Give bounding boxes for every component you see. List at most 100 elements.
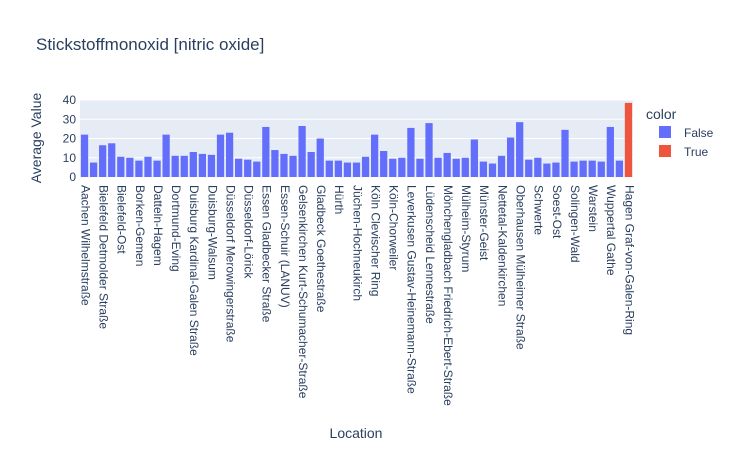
- x-tick-label: Duisburg-Walsum: [205, 185, 219, 280]
- bar[interactable]: [289, 155, 297, 177]
- x-tick-label: Datteln-Hagem: [151, 185, 165, 266]
- bar[interactable]: [325, 160, 333, 177]
- bar[interactable]: [117, 156, 125, 177]
- bar[interactable]: [552, 162, 560, 177]
- bar[interactable]: [525, 159, 533, 177]
- x-axis-ticks: Aachen Wilhelmstraße Bielefeld Detmolder …: [78, 185, 636, 406]
- legend-label: False: [684, 126, 714, 140]
- bar[interactable]: [99, 145, 107, 177]
- x-tick-label: Düsseldorf-Lörick: [242, 185, 256, 279]
- bar[interactable]: [216, 134, 225, 177]
- bar[interactable]: [461, 157, 469, 177]
- bar[interactable]: [479, 161, 488, 177]
- bar[interactable]: [588, 160, 596, 177]
- x-tick-label: Soest-Ost: [550, 185, 564, 239]
- x-tick-label: Oberhausen Mülheimer Straße: [514, 185, 528, 350]
- bar[interactable]: [534, 157, 542, 177]
- bar[interactable]: [506, 137, 515, 177]
- x-tick-label: Düsseldorf Merowingerstraße: [223, 185, 237, 343]
- y-axis-title: Average Value: [28, 93, 44, 184]
- legend-label: True: [684, 145, 709, 159]
- bar[interactable]: [108, 143, 116, 177]
- bar[interactable]: [316, 138, 324, 178]
- bar[interactable]: [352, 162, 361, 177]
- bar[interactable]: [597, 161, 605, 177]
- bar[interactable]: [624, 102, 633, 177]
- bar[interactable]: [343, 162, 352, 177]
- bar[interactable]: [235, 158, 243, 177]
- bar[interactable]: [470, 139, 478, 177]
- bar[interactable]: [126, 157, 134, 177]
- x-tick-label: Solingen-Wald: [568, 185, 582, 263]
- bar[interactable]: [606, 126, 614, 177]
- bar[interactable]: [207, 154, 216, 177]
- bar[interactable]: [80, 134, 89, 177]
- x-tick-label: Bielefeld-Ost: [115, 185, 129, 254]
- bar[interactable]: [180, 155, 188, 177]
- bar[interactable]: [389, 158, 397, 177]
- bar[interactable]: [244, 159, 252, 177]
- bars: [80, 102, 633, 178]
- x-tick-label: Mülheim-Styrum: [459, 185, 473, 272]
- bar[interactable]: [253, 161, 261, 177]
- x-tick-label: Warstein: [586, 185, 600, 232]
- bar[interactable]: [488, 163, 497, 177]
- bar[interactable]: [189, 151, 197, 177]
- bar[interactable]: [307, 151, 315, 177]
- bar[interactable]: [615, 160, 624, 177]
- x-tick-label: Lüdenscheid Lennestraße: [423, 185, 437, 324]
- bar[interactable]: [198, 153, 207, 177]
- bar[interactable]: [298, 125, 306, 177]
- x-tick-label: Duisburg Kardinal-Galen Straße: [187, 185, 201, 356]
- x-tick-label: Köln Clevischer Ring: [368, 185, 382, 296]
- y-tick-label: 30: [63, 112, 77, 126]
- bar[interactable]: [416, 158, 424, 177]
- bar[interactable]: [334, 160, 342, 177]
- x-tick-label: Gladbeck Goethestraße: [314, 185, 328, 313]
- bar[interactable]: [425, 123, 433, 177]
- bar[interactable]: [398, 157, 406, 177]
- x-tick-label: Gelsenkirchen Kurt-Schumacher-Straße: [296, 185, 310, 399]
- legend-title: color: [646, 106, 677, 122]
- bar[interactable]: [380, 151, 388, 177]
- x-tick-label: Köln-Chorweiler: [387, 185, 401, 270]
- y-tick-label: 20: [63, 132, 77, 146]
- bar[interactable]: [262, 126, 270, 177]
- bar[interactable]: [443, 152, 451, 177]
- chart-title: Stickstoffmonoxid [nitric oxide]: [36, 35, 264, 54]
- bar[interactable]: [452, 158, 460, 177]
- bar[interactable]: [144, 156, 152, 177]
- bar[interactable]: [89, 162, 98, 177]
- legend-swatch: [659, 145, 671, 157]
- bar[interactable]: [407, 127, 415, 177]
- x-tick-label: Leverkusen Gustav-Heinemann-Straße: [405, 185, 419, 394]
- bar[interactable]: [162, 134, 170, 177]
- bar[interactable]: [579, 160, 587, 177]
- x-tick-label: Schwerte: [532, 185, 546, 235]
- legend-item-false[interactable]: False: [659, 126, 714, 140]
- bar[interactable]: [271, 150, 279, 177]
- bar[interactable]: [543, 163, 551, 177]
- bar[interactable]: [153, 160, 161, 177]
- bar[interactable]: [280, 153, 288, 177]
- bar[interactable]: [570, 161, 578, 177]
- x-tick-label: Dortmund-Eving: [169, 185, 183, 272]
- y-tick-label: 40: [63, 93, 77, 107]
- bar[interactable]: [171, 155, 179, 177]
- bar[interactable]: [135, 160, 143, 177]
- bar[interactable]: [361, 156, 370, 177]
- legend: color False True: [646, 106, 714, 159]
- bar[interactable]: [561, 129, 569, 177]
- legend-item-true[interactable]: True: [659, 145, 709, 159]
- x-tick-label: Hürth: [332, 185, 346, 214]
- x-tick-label: Essen-Schuir (LANUV): [278, 185, 292, 308]
- x-tick-label: Wuppertal Gathe: [604, 185, 618, 276]
- bar[interactable]: [516, 122, 524, 177]
- y-tick-label: 0: [69, 170, 76, 184]
- bar[interactable]: [434, 157, 442, 177]
- bar[interactable]: [225, 132, 234, 177]
- y-axis-ticks: 0 10 20 30 40: [63, 93, 77, 184]
- x-axis-title: Location: [330, 425, 383, 441]
- bar[interactable]: [497, 155, 506, 177]
- bar[interactable]: [371, 134, 379, 177]
